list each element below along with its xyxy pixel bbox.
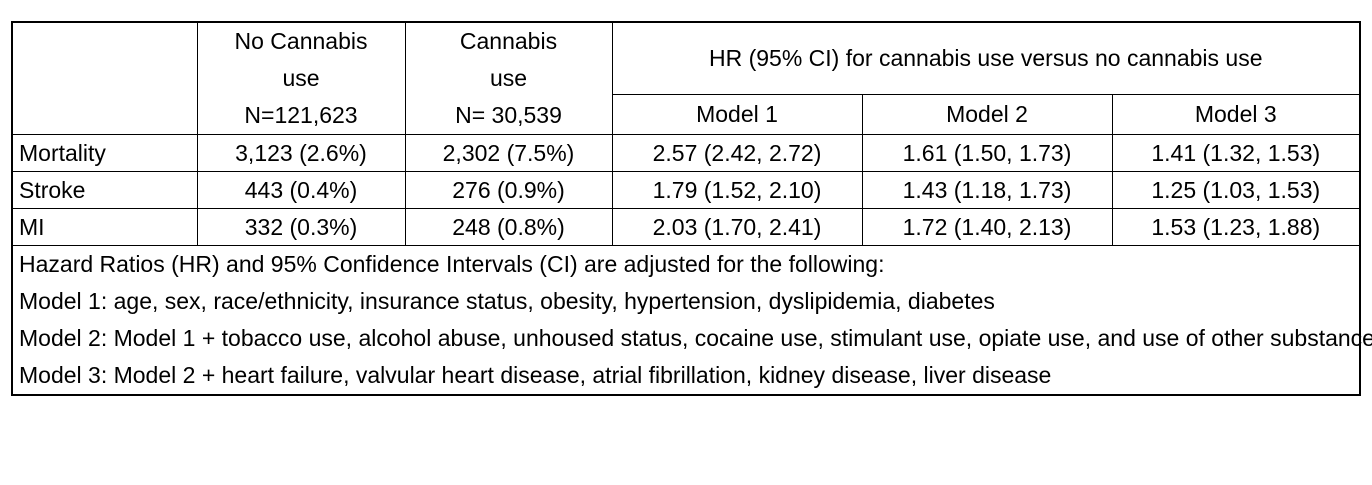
model-3-cell: 1.53 (1.23, 1.88) [1111, 208, 1362, 246]
model-2-cell: 1.72 (1.40, 2.13) [861, 208, 1113, 246]
model-1-cell: 2.57 (2.42, 2.72) [611, 134, 863, 172]
notes-model-1: Model 1: age, sex, race/ethnicity, insur… [19, 288, 995, 314]
no-cannabis-column-header: No Cannabis use N=121,623 [196, 21, 406, 135]
table-row-mi: MI 332 (0.3%) 248 (0.8%) 2.03 (1.70, 2.4… [11, 208, 1362, 246]
cannabis-cell: 2,302 (7.5%) [404, 134, 613, 172]
header-row-top: No Cannabis use N=121,623 Cannabis use N… [11, 21, 1362, 135]
model-2-cell: 1.43 (1.18, 1.73) [861, 171, 1113, 209]
model-3-cell: 1.25 (1.03, 1.53) [1111, 171, 1362, 209]
no-cannabis-cell: 332 (0.3%) [196, 208, 406, 246]
model-1-cell: 1.79 (1.52, 2.10) [611, 171, 863, 209]
model-2-cell: 1.61 (1.50, 1.73) [861, 134, 1113, 172]
model-3-header: Model 3 [1111, 94, 1362, 135]
adjustment-notes: Hazard Ratios (HR) and 95% Confidence In… [10, 245, 1372, 396]
row-label: Stroke [11, 171, 198, 209]
row-label: MI [11, 208, 198, 246]
table-row-mortality: Mortality 3,123 (2.6%) 2,302 (7.5%) 2.57… [11, 134, 1362, 172]
cannabis-cell: 276 (0.9%) [404, 171, 613, 209]
cannabis-header-count: N= 30,539 [455, 102, 562, 128]
notes-row: Hazard Ratios (HR) and 95% Confidence In… [10, 245, 1372, 396]
no-cannabis-cell: 3,123 (2.6%) [196, 134, 406, 172]
notes-intro: Hazard Ratios (HR) and 95% Confidence In… [19, 251, 885, 277]
no-cannabis-header-count: N=121,623 [244, 102, 358, 128]
model-2-header: Model 2 [861, 94, 1113, 135]
model-3-cell: 1.41 (1.32, 1.53) [1111, 134, 1362, 172]
model-1-header: Model 1 [611, 94, 863, 135]
header-row-models: Model 1 Model 2 Model 3 [12, 94, 1362, 135]
no-cannabis-header-line1: No Cannabis [234, 28, 368, 54]
cannabis-header-line1: Cannabis [459, 28, 558, 54]
notes-model-3: Model 3: Model 2 + heart failure, valvul… [19, 362, 1052, 388]
no-cannabis-cell: 443 (0.4%) [196, 171, 406, 209]
hazard-ratio-table: No Cannabis use N=121,623 Cannabis use N… [10, 21, 1372, 396]
table-row-stroke: Stroke 443 (0.4%) 276 (0.9%) 1.79 (1.52,… [11, 171, 1362, 209]
hr-group-header: HR (95% CI) for cannabis use versus no c… [611, 21, 1362, 96]
notes-model-2: Model 2: Model 1 + tobacco use, alcohol … [19, 325, 1372, 351]
cannabis-header-line2: use [489, 65, 528, 91]
cannabis-cell: 248 (0.8%) [404, 208, 613, 246]
corner-cell [11, 21, 198, 135]
cannabis-column-header: Cannabis use N= 30,539 [404, 21, 613, 135]
model-1-cell: 2.03 (1.70, 2.41) [611, 208, 863, 246]
row-label: Mortality [11, 134, 198, 172]
no-cannabis-header-line2: use [282, 65, 320, 91]
